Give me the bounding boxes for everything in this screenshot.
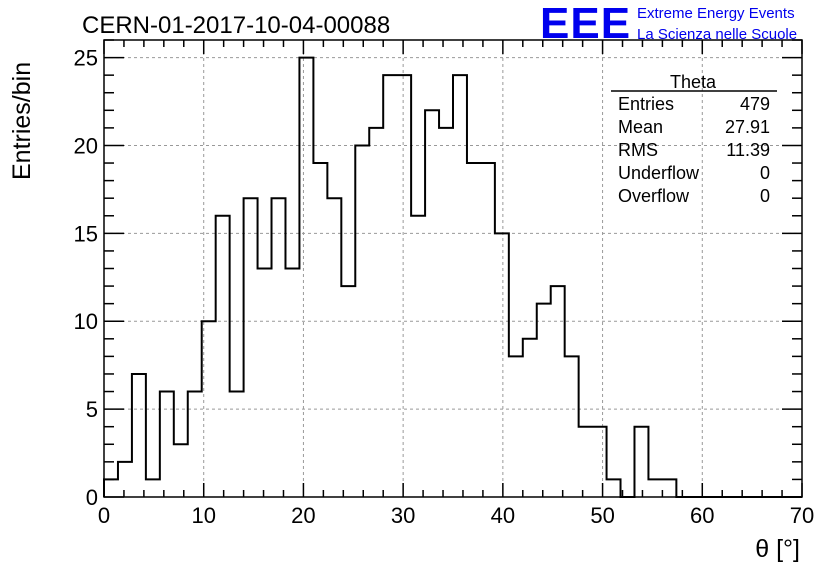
y-tick-label: 15 (74, 221, 98, 246)
x-tick-label: 0 (98, 503, 110, 528)
eee-logo-line-2: La Scienza nelle Scuole (637, 26, 798, 43)
grid-lines (104, 40, 802, 497)
y-tick-label: 0 (86, 485, 98, 510)
x-tick-label: 20 (291, 503, 315, 528)
stats-label: RMS (618, 140, 658, 160)
x-tick-label: 70 (790, 503, 814, 528)
histogram-series (103, 56, 802, 498)
stats-box: Theta Entries 479 Mean 27.91 RMS 11.39 Underfl… (611, 72, 777, 206)
stats-value: 0 (760, 186, 770, 206)
tick-labels: 0 10 20 30 40 50 60 70 0 5 10 15 20 25 (74, 46, 815, 528)
x-tick-label: 50 (590, 503, 614, 528)
stats-label: Entries (618, 94, 674, 114)
stats-value: 27.91 (725, 117, 770, 137)
eee-logo-line-1: Extreme Energy Events (637, 5, 795, 22)
axis-ticks (103, 39, 803, 498)
stats-value: 0 (760, 163, 770, 183)
stats-label: Overflow (618, 186, 690, 206)
eee-logo-mark: EEE (540, 0, 632, 48)
stats-rows: Entries 479 Mean 27.91 RMS 11.39 Underflow 0 Ove… (618, 94, 770, 206)
stats-title: Theta (670, 72, 717, 92)
chart-title: CERN-01-2017-10-04-00088 (82, 12, 390, 39)
x-axis-label: θ [°] (755, 535, 800, 563)
x-tick-label: 60 (690, 503, 714, 528)
y-tick-label: 10 (74, 309, 98, 334)
x-tick-label: 10 (191, 503, 215, 528)
stats-value: 479 (740, 94, 770, 114)
y-tick-label: 20 (74, 133, 98, 158)
x-tick-label: 40 (491, 503, 515, 528)
stats-label: Mean (618, 117, 663, 137)
y-axis-label: Entries/bin (8, 62, 36, 180)
stats-label: Underflow (618, 163, 700, 183)
y-tick-label: 5 (86, 397, 98, 422)
y-tick-label: 25 (74, 46, 98, 71)
stats-value: 11.39 (726, 140, 770, 160)
x-tick-label: 30 (391, 503, 415, 528)
